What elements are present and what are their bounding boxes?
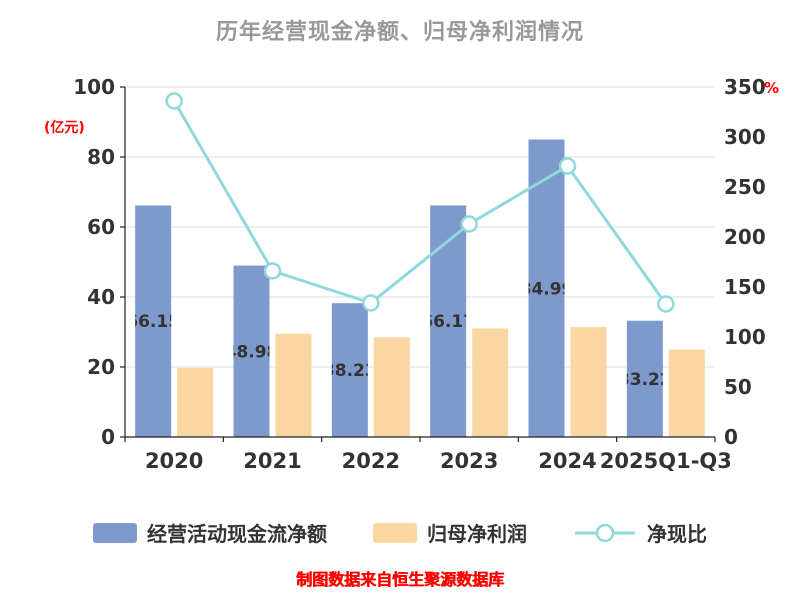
bar-profit-2021[interactable] — [275, 333, 312, 437]
right-tick-label: 200 — [724, 225, 766, 249]
bar-cashflow-2025Q1-Q3[interactable] — [626, 320, 663, 437]
right-axis-unit: % — [764, 79, 780, 97]
left-tick-label: 20 — [87, 355, 115, 379]
x-tick-label-2020: 2020 — [145, 449, 203, 473]
right-tick-label: 350 — [724, 75, 766, 99]
bar-cashflow-2022[interactable] — [331, 303, 368, 437]
line-marker-2022[interactable] — [362, 294, 380, 312]
left-tick-label: 60 — [87, 215, 115, 239]
bar-data-label: 33.22 — [618, 370, 672, 390]
right-tick-label: 0 — [724, 425, 738, 449]
cash-ratio-line — [172, 100, 668, 305]
right-tick-label: 100 — [724, 325, 766, 349]
x-tick-label-2024: 2024 — [538, 449, 596, 473]
bar-cashflow-2020[interactable] — [135, 205, 172, 437]
legend-label-net-profit: 归母净利润 — [427, 522, 527, 546]
left-axis-unit: (亿元) — [44, 120, 85, 136]
line-marker-2024[interactable] — [558, 157, 577, 175]
left-tick-label: 80 — [87, 145, 115, 169]
bar-data-label: 66.15 — [126, 312, 180, 332]
legend: 经营活动现金流净额 归母净利润 净现比 — [0, 518, 800, 547]
bar-data-label: 38.23 — [323, 361, 377, 381]
bar-data-label: 84.99 — [520, 279, 574, 299]
left-tick-label: 100 — [73, 75, 115, 99]
bar-cashflow-2021[interactable] — [233, 265, 270, 437]
orange-swatch-icon — [373, 522, 417, 543]
left-tick-label: 40 — [87, 285, 115, 309]
line-marker-2021[interactable] — [263, 262, 282, 280]
bar-profit-2020[interactable] — [177, 368, 214, 437]
right-tick-label: 150 — [724, 275, 766, 299]
bar-profit-2023[interactable] — [472, 328, 509, 438]
chart-title: 历年经营现金净额、归母净利润情况 — [215, 20, 584, 45]
left-tick-label: 0 — [101, 425, 115, 449]
legend-label-operating-cashflow: 经营活动现金流净额 — [147, 522, 327, 546]
right-tick-label: 300 — [724, 125, 766, 149]
x-tick-label-2025Q1-Q3: 2025Q1-Q3 — [600, 449, 732, 473]
source-note: 制图数据来自恒生聚源数据库 — [295, 570, 504, 589]
line-marker-2020[interactable] — [165, 92, 183, 110]
x-tick-label-2022: 2022 — [342, 449, 400, 473]
x-tick-label-2023: 2023 — [440, 449, 498, 473]
line-marker-2023[interactable] — [460, 215, 478, 233]
line-marker-icon — [575, 523, 635, 542]
bar-cashflow-2024[interactable] — [528, 139, 565, 437]
bar-data-label: 66.17 — [421, 312, 475, 332]
bar-profit-2025Q1-Q3[interactable] — [668, 349, 705, 438]
right-tick-label: 50 — [724, 375, 752, 399]
right-tick-label: 250 — [724, 175, 766, 199]
bar-profit-2022[interactable] — [373, 337, 410, 437]
legend-item-cash-ratio[interactable]: 净现比 — [573, 518, 707, 547]
line-marker-2025Q1-Q3[interactable] — [657, 295, 675, 313]
bar-profit-2024[interactable] — [570, 327, 607, 437]
bar-cashflow-2023[interactable] — [430, 205, 467, 437]
legend-item-operating-cashflow[interactable]: 经营活动现金流净额 — [93, 518, 327, 547]
blue-swatch-icon — [93, 522, 137, 543]
bar-data-label: 48.98 — [225, 342, 279, 362]
legend-label-cash-ratio: 净现比 — [647, 522, 707, 546]
legend-item-net-profit[interactable]: 归母净利润 — [373, 518, 527, 547]
x-tick-label-2021: 2021 — [243, 449, 301, 473]
